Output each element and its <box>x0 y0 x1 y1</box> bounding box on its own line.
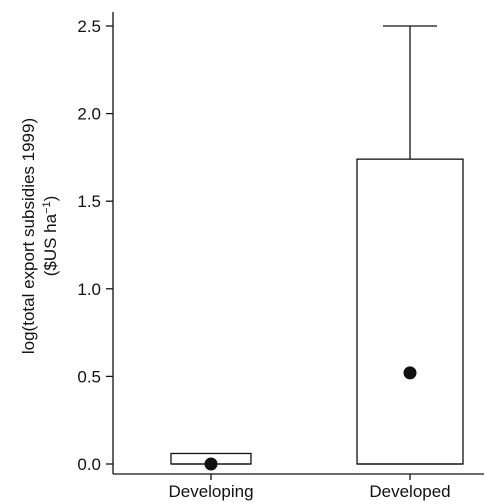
y-axis-title: log(total export subsidies 1999) ($US ha… <box>19 118 60 354</box>
y-tick-label: 2.0 <box>77 105 101 124</box>
x-tick-label: Developing <box>168 482 253 501</box>
box-developing <box>170 452 252 471</box>
y-axis-title-line2: ($US ha−1) <box>41 196 60 277</box>
mean-point <box>204 457 218 471</box>
y-axis-title-line1: log(total export subsidies 1999) <box>19 118 38 354</box>
plot-area: 0.0 0.5 1.0 1.5 2.0 2.5 Developing Developed <box>77 12 484 501</box>
box-developed <box>356 25 464 465</box>
y-tick-label: 0.0 <box>77 455 101 474</box>
x-tick-label: Developed <box>369 482 450 501</box>
y-tick-label: 0.5 <box>77 367 101 386</box>
y-tick-label: 1.0 <box>77 280 101 299</box>
mean-point <box>403 366 417 380</box>
y-tick-label: 2.5 <box>77 17 101 36</box>
y-tick-label: 1.5 <box>77 192 101 211</box>
box-rect <box>356 158 464 465</box>
